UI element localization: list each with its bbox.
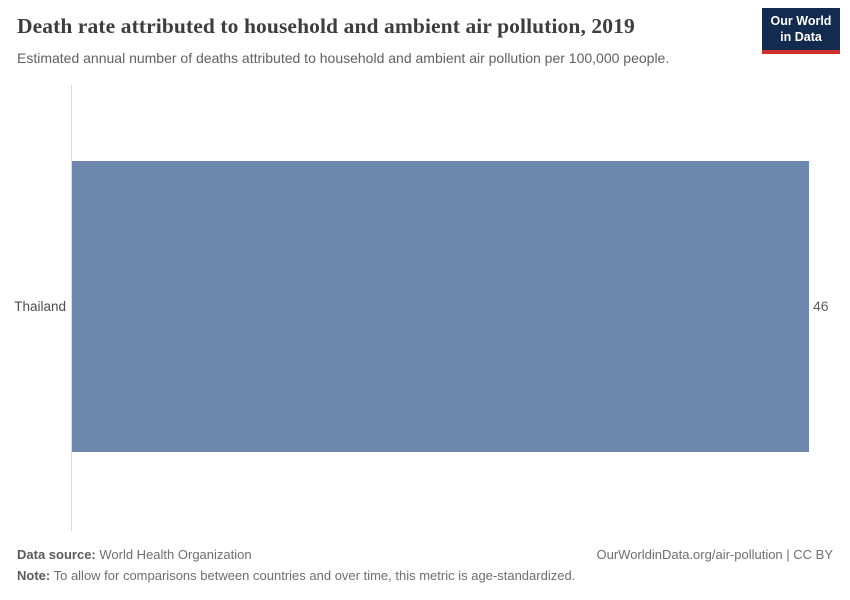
chart-title: Death rate attributed to household and a…: [17, 14, 635, 38]
data-source-line: Data source: World Health Organization: [17, 547, 252, 563]
footer-row-1: Data source: World Health Organization O…: [17, 547, 833, 563]
rights-link[interactable]: OurWorldinData.org/air-pollution | CC BY: [596, 547, 833, 562]
owid-logo-line1: Our World: [770, 14, 832, 28]
value-label-thailand: 46: [813, 298, 829, 314]
chart-footer: Data source: World Health Organization O…: [17, 547, 833, 584]
owid-logo-line2: in Data: [780, 29, 822, 44]
data-source-label: Data source:: [17, 547, 96, 562]
entity-label-thailand[interactable]: Thailand: [14, 299, 66, 314]
note-label: Note:: [17, 568, 51, 583]
axis-line: [71, 85, 72, 531]
footer-note-line: Note: To allow for comparisons between c…: [17, 568, 833, 584]
chart-subtitle: Estimated annual number of deaths attrib…: [17, 50, 670, 66]
bar-thailand[interactable]: [72, 161, 809, 452]
bar-track: [72, 161, 809, 452]
data-source-value: World Health Organization: [95, 547, 252, 562]
note-value: To allow for comparisons between countri…: [50, 568, 576, 583]
owid-logo[interactable]: Our World in Data: [762, 8, 840, 55]
